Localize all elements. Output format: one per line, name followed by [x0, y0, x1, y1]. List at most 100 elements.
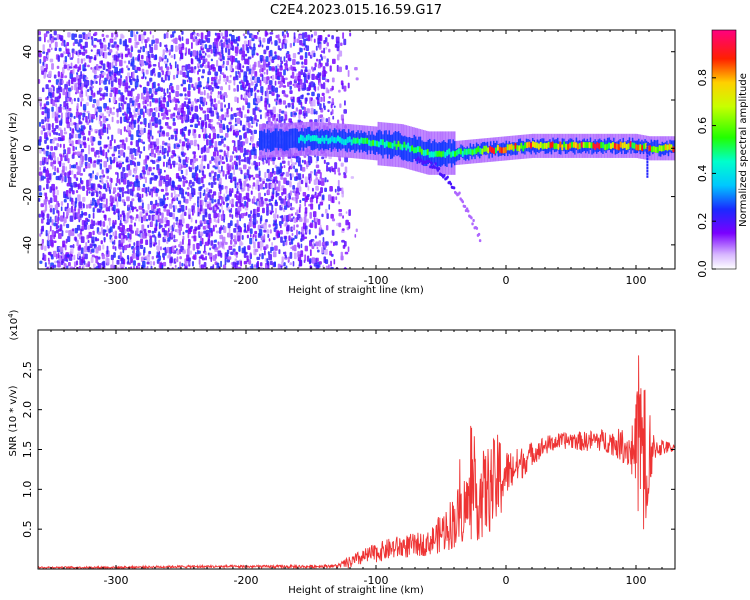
spectrogram-cell [164, 142, 168, 146]
spectrogram-cell [242, 65, 245, 69]
spectrogram-cell [95, 246, 99, 254]
signal-tail [477, 232, 481, 236]
spectrogram-cell [130, 217, 133, 224]
spectrogram-cell [240, 169, 243, 175]
spectrogram-cell [109, 92, 113, 98]
spectrogram-cell [230, 251, 234, 255]
spectrogram-cell [72, 228, 75, 232]
spectrogram-cell [291, 213, 294, 217]
spectrogram-cell [256, 206, 260, 212]
spectrogram-cell [267, 262, 270, 269]
spectrogram-cell [43, 33, 48, 38]
x-tick-label: 0 [503, 274, 510, 287]
spectrogram-cell [307, 74, 310, 80]
spectrogram-cell [119, 59, 123, 67]
spectrogram-cell [115, 182, 118, 187]
spectrogram-cell [87, 239, 90, 244]
spectrogram-cell [102, 193, 106, 200]
signal-band [265, 132, 267, 153]
spectrogram-cell [249, 252, 252, 259]
spectrogram-cell [303, 113, 306, 119]
spectrogram-cell [319, 72, 322, 76]
signal-core [561, 144, 564, 151]
spectrogram-cell [219, 154, 222, 159]
signal-tail [475, 226, 479, 230]
colorbar-ticks: 0.00.20.40.60.8 [696, 69, 716, 278]
spectrogram-cell [113, 187, 117, 193]
spectrogram-cell [268, 80, 273, 85]
spectrogram-cell [317, 114, 320, 119]
spectrogram-cell [69, 117, 72, 123]
spectrogram-cell [204, 64, 208, 69]
signal-core [354, 137, 357, 145]
spectrogram-cell [74, 33, 78, 38]
spectrogram-cell [186, 163, 188, 168]
spectrogram-cell [242, 105, 245, 111]
spectrogram-cell [233, 140, 236, 147]
spectrogram-cell [153, 107, 156, 111]
spectrogram-cell [81, 51, 86, 56]
spectrogram-cell [295, 175, 298, 180]
spectrogram-cell [220, 225, 222, 231]
spectrogram-cell [199, 117, 202, 120]
spectrogram-cell [289, 190, 292, 196]
spectrogram-cell [82, 74, 87, 82]
spectrogram-cell [123, 79, 126, 83]
spectrogram-cell [197, 206, 200, 213]
spectrogram-cell [231, 45, 235, 51]
spectrogram-cell [177, 200, 182, 205]
spectrogram-cell [286, 32, 289, 38]
spectrogram-cell [182, 79, 187, 85]
spectrogram-cell [109, 107, 112, 114]
spectrogram-cell [197, 76, 200, 82]
spectrogram-cell [236, 200, 239, 208]
spectrogram-cell [42, 44, 45, 52]
spectrogram-cell [80, 58, 84, 64]
spectrogram-cell [137, 233, 140, 237]
signal-tail [465, 207, 469, 211]
spectrogram-cell [338, 50, 343, 57]
spectrogram-cell [244, 260, 247, 264]
spectrogram-cell [102, 149, 105, 157]
spectrogram-cell [155, 138, 160, 145]
spectrogram-cell [200, 55, 203, 60]
spectrogram-cell [207, 163, 210, 170]
spectrogram-cell [272, 251, 277, 258]
spectrogram-cell [123, 143, 126, 150]
spectrogram-cell [139, 211, 143, 218]
spectrogram-cell [263, 71, 266, 75]
spectrogram-cell [313, 31, 318, 36]
spectrogram-cell [256, 220, 259, 224]
spectrogram-cell [129, 97, 133, 104]
spectrogram-cell [242, 33, 246, 37]
spectrogram-cell [170, 34, 173, 38]
signal-spike [646, 163, 649, 167]
spectrogram-cell [276, 93, 279, 101]
spectrogram-cell [106, 169, 110, 173]
spectrogram-cell [129, 78, 133, 86]
spectrogram-cell [138, 67, 141, 72]
spectrogram-cell [171, 39, 174, 42]
spectrogram-cell [201, 155, 205, 162]
spectrogram-cell [147, 144, 150, 151]
spectrogram-cell [201, 176, 204, 184]
spectrogram-cell [257, 60, 261, 68]
spectrogram-cell [78, 265, 82, 269]
spectrogram-cell [208, 182, 211, 186]
spectrogram-cell [254, 234, 257, 239]
spectrogram-cell [90, 49, 93, 52]
spectrogram-cell [221, 204, 223, 211]
spectrogram-cell [118, 239, 121, 246]
spectrogram-cell [102, 63, 106, 70]
spectrogram-cell [335, 196, 338, 201]
spectrogram-cell [253, 160, 257, 166]
spectrogram-cell [226, 124, 229, 129]
signal-core [465, 149, 468, 156]
spectrogram-cell [296, 229, 298, 237]
spectrogram-cell [267, 251, 270, 255]
spectrogram-cell [145, 231, 147, 239]
spectrogram-cell [218, 65, 223, 72]
signal-core [489, 145, 492, 153]
spectrogram-cell [204, 193, 209, 200]
spectrogram-cell [280, 116, 284, 122]
